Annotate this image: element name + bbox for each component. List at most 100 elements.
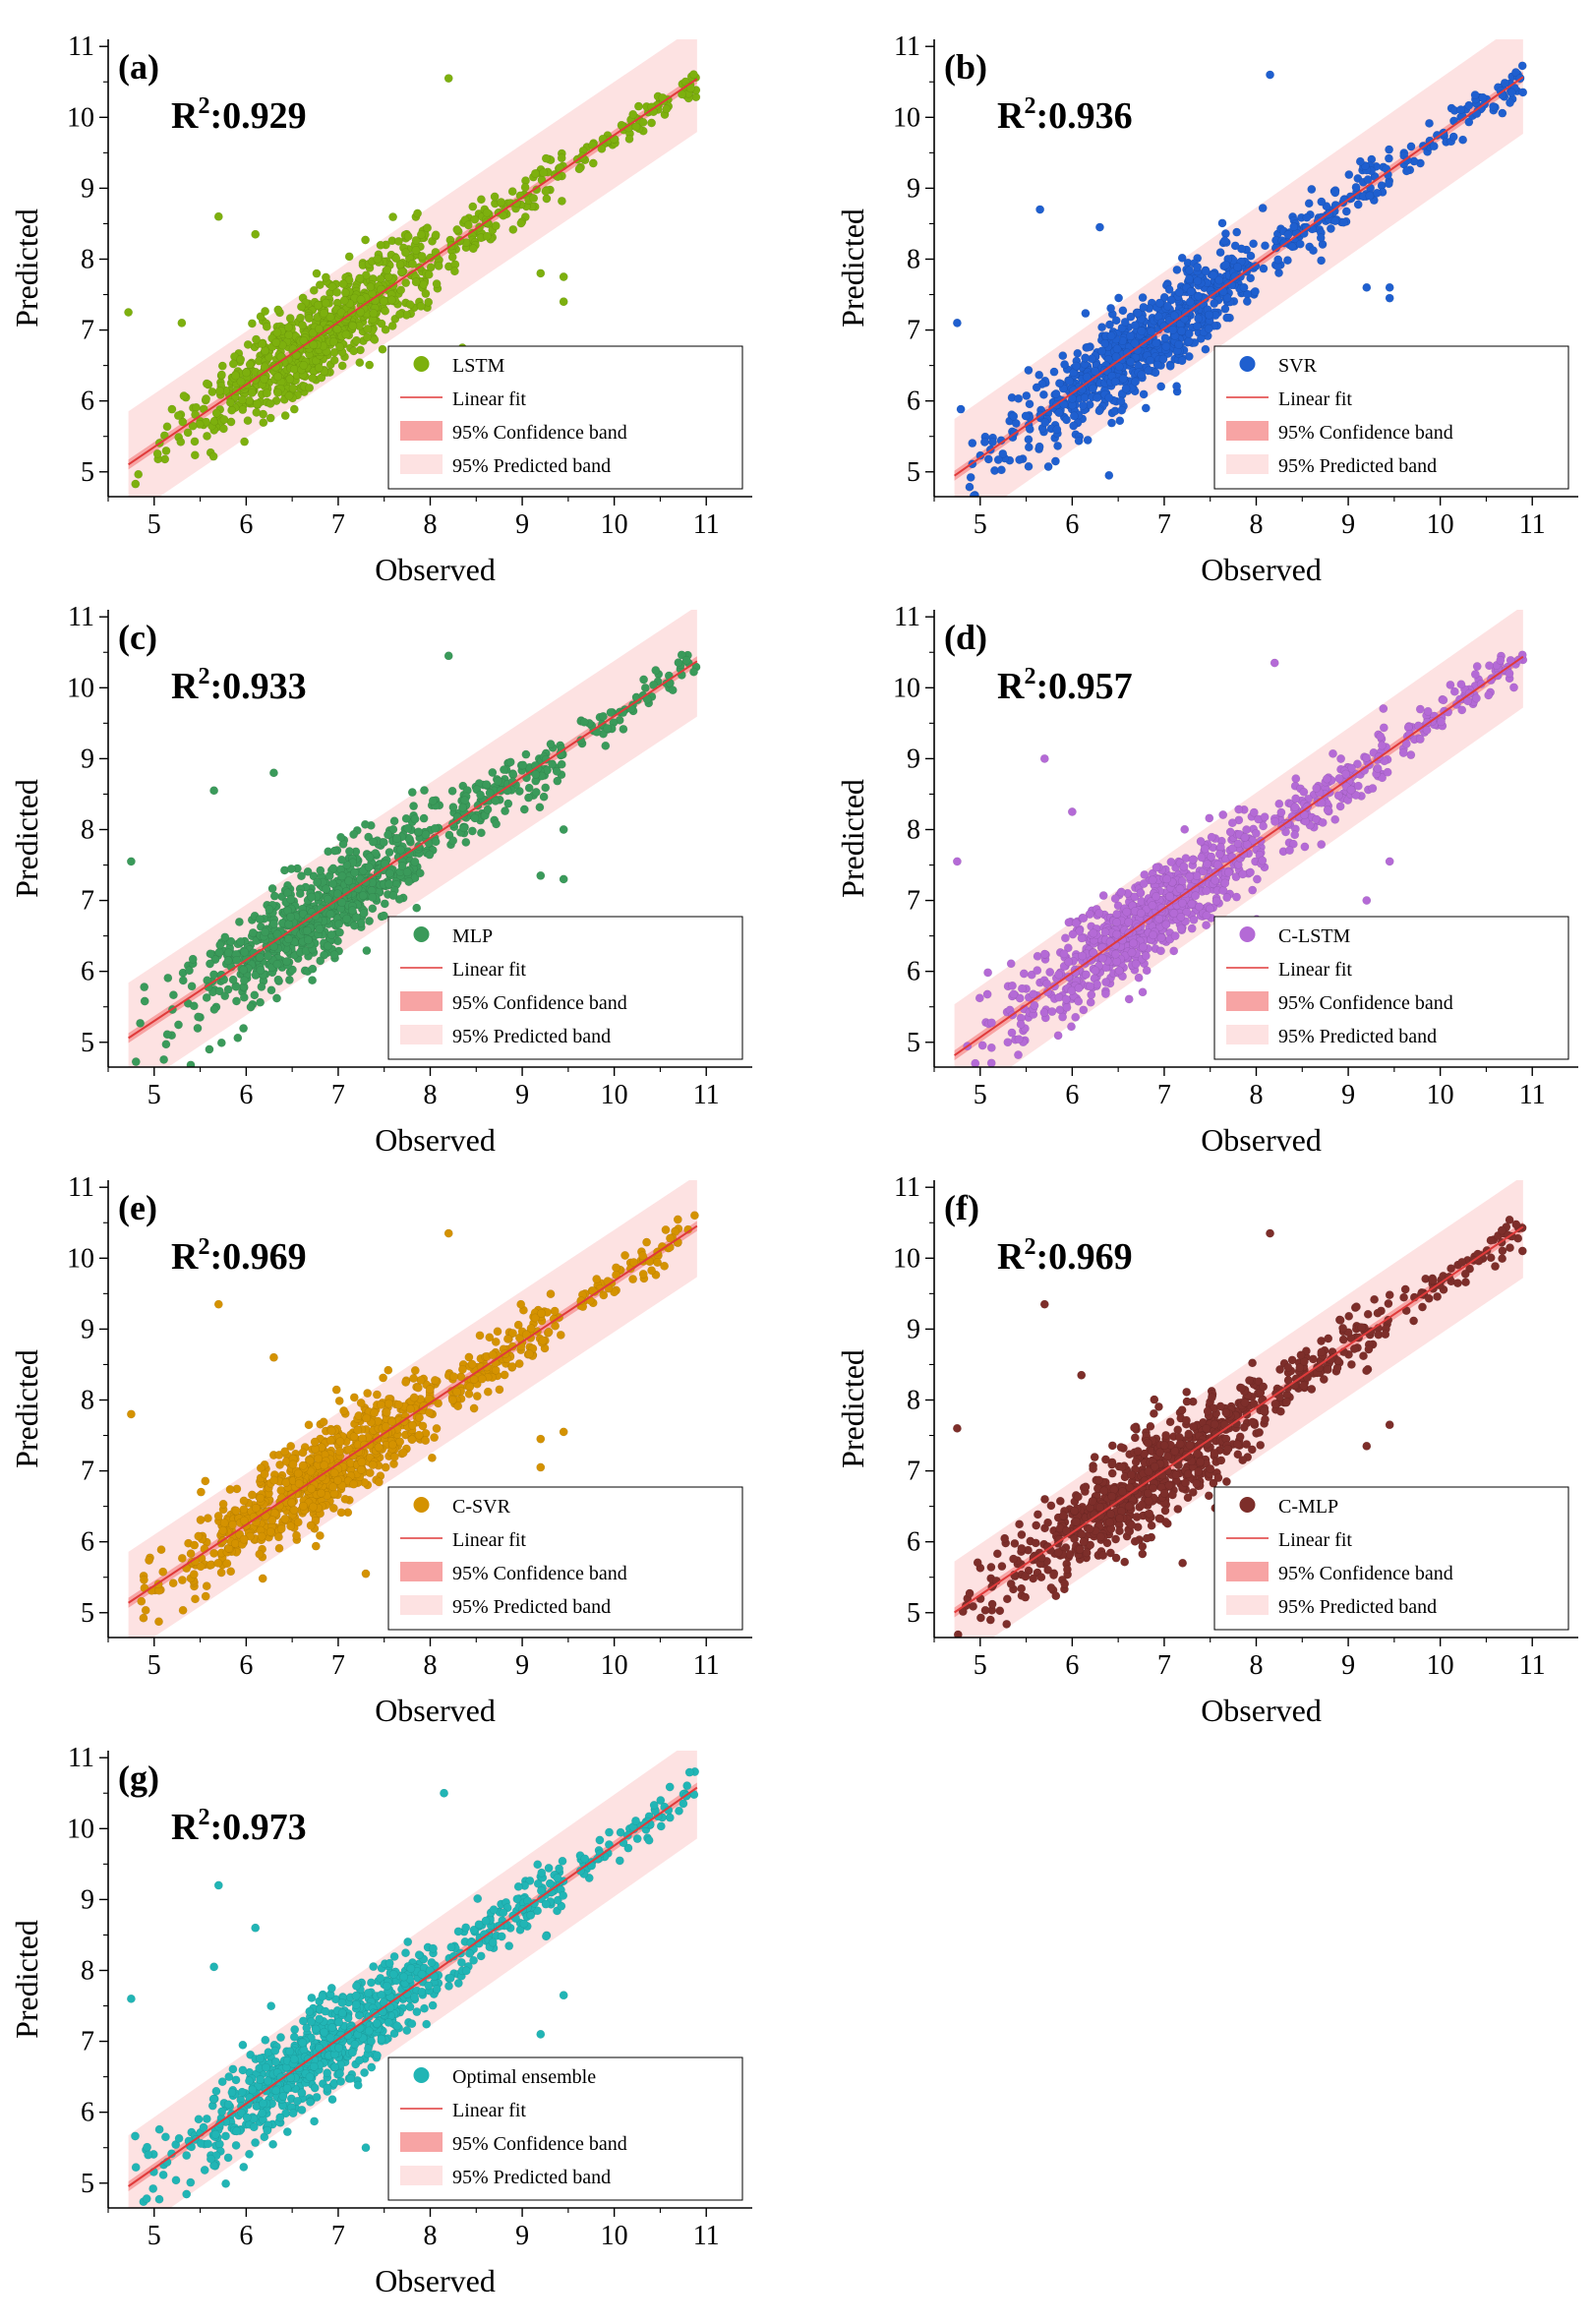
data-point (1344, 170, 1354, 180)
data-point (272, 328, 282, 337)
legend-marker (413, 926, 430, 942)
data-point (448, 803, 458, 812)
data-point (140, 996, 149, 1006)
data-point (1177, 327, 1186, 336)
data-point (1309, 246, 1318, 256)
data-point (1341, 207, 1351, 216)
data-point (368, 904, 378, 914)
x-axis-title: Observed (375, 552, 496, 587)
data-point (216, 1568, 226, 1578)
data-point (1207, 852, 1216, 862)
data-point (1197, 853, 1207, 863)
data-point-outlier (1067, 807, 1077, 816)
data-point (284, 330, 294, 339)
data-point (329, 846, 339, 856)
data-point (416, 1375, 426, 1385)
data-point (539, 792, 549, 802)
data-point (307, 892, 317, 902)
data-point (430, 1376, 440, 1385)
data-point (461, 837, 471, 847)
data-point (420, 786, 429, 796)
data-point (140, 983, 149, 991)
data-point-outlier (952, 857, 962, 866)
data-point (1060, 933, 1070, 943)
data-point (1214, 275, 1224, 285)
data-point (1240, 832, 1250, 842)
data-point (620, 1251, 629, 1260)
data-point (1329, 748, 1337, 758)
data-point (1038, 389, 1048, 399)
data-point (662, 104, 672, 114)
data-point (1081, 353, 1091, 363)
data-point (485, 788, 495, 798)
data-point (1130, 892, 1140, 902)
data-point (531, 788, 541, 797)
data-point (975, 993, 984, 1003)
data-point (1398, 748, 1408, 757)
data-point (1193, 263, 1203, 271)
data-point (134, 469, 144, 479)
data-point (402, 867, 412, 877)
data-point (379, 838, 388, 847)
data-point (1141, 951, 1151, 961)
data-point (1406, 750, 1416, 760)
y-tick-label: 8 (81, 814, 94, 845)
data-point (1124, 994, 1134, 1004)
x-tick-label: 7 (331, 509, 345, 540)
data-point (1304, 199, 1314, 209)
data-point (378, 344, 387, 354)
data-point (139, 1575, 148, 1584)
data-point (174, 1020, 183, 1030)
data-point (158, 1567, 168, 1577)
data-point (601, 741, 611, 750)
legend-confidence-label: 95% Confidence band (1278, 422, 1453, 444)
data-point (1187, 899, 1197, 909)
data-point (472, 1392, 482, 1401)
data-point (1205, 904, 1214, 914)
data-point (1239, 282, 1249, 292)
data-point (1162, 301, 1172, 311)
y-axis-title: Predicted (835, 779, 870, 898)
data-point (393, 236, 403, 246)
data-point (208, 451, 218, 461)
data-point (228, 1520, 238, 1529)
data-point (419, 813, 429, 823)
legend-marker (1239, 926, 1256, 942)
data-point (1014, 1050, 1023, 1059)
data-point (395, 310, 404, 319)
data-point (316, 956, 325, 966)
data-point (240, 947, 250, 957)
data-point (1175, 884, 1185, 894)
data-point (245, 360, 255, 369)
data-point (213, 1558, 223, 1568)
data-point (1117, 405, 1127, 415)
data-point (401, 813, 411, 823)
data-point (344, 876, 353, 886)
data-point (971, 1058, 980, 1067)
data-point (411, 245, 421, 255)
x-tick-label: 8 (1250, 1080, 1264, 1110)
data-point (405, 1404, 415, 1413)
data-point (311, 1541, 321, 1551)
data-point-outlier (1362, 282, 1372, 292)
data-point (482, 231, 492, 241)
data-point-outlier (124, 308, 133, 317)
data-point (524, 1349, 534, 1359)
data-point (979, 438, 989, 447)
data-point (1205, 310, 1213, 320)
data-point (1177, 253, 1187, 263)
data-point (362, 1413, 372, 1423)
data-point (139, 1613, 148, 1623)
data-point (273, 305, 283, 315)
data-point (296, 302, 306, 312)
data-point (193, 1024, 203, 1033)
legend-fit-label: Linear fit (1278, 959, 1352, 981)
data-point (460, 796, 470, 805)
data-point (1193, 276, 1203, 286)
data-point (1142, 966, 1152, 976)
data-point (1330, 216, 1340, 226)
data-point (1112, 957, 1122, 967)
data-point (1290, 830, 1300, 840)
data-point (507, 187, 517, 197)
y-tick-label: 10 (67, 102, 94, 133)
